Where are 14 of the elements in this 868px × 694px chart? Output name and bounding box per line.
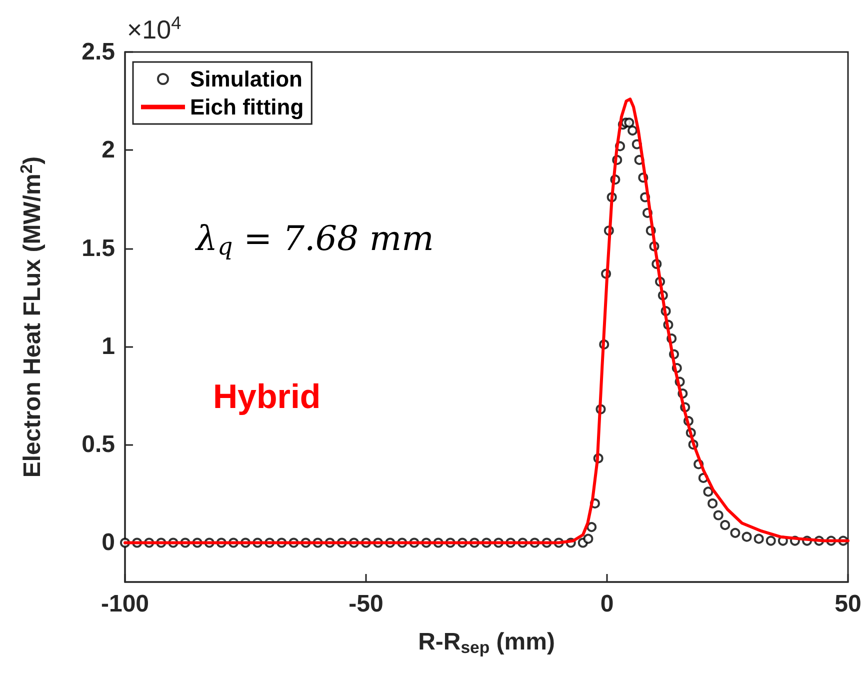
annotation: Hybrid bbox=[213, 378, 321, 416]
y-tick-label: 2 bbox=[102, 136, 115, 164]
x-tick-label: -50 bbox=[348, 590, 384, 618]
y-tick-label: 1 bbox=[102, 332, 115, 360]
x-tick-label: 0 bbox=[600, 590, 614, 618]
y-tick-label: 0 bbox=[102, 529, 115, 556]
y-tick-label: 2.5 bbox=[82, 38, 115, 66]
y-axis-title: Electron Heat FLux (MW/m2) bbox=[17, 156, 46, 478]
x-tick-label: 50 bbox=[834, 590, 862, 618]
legend-label: Eich fitting bbox=[190, 94, 304, 120]
y-tick-label: 0.5 bbox=[82, 431, 115, 458]
legend-label: Simulation bbox=[190, 66, 302, 92]
y-tick-label: 1.5 bbox=[82, 234, 115, 262]
x-tick-label: -100 bbox=[100, 590, 150, 618]
